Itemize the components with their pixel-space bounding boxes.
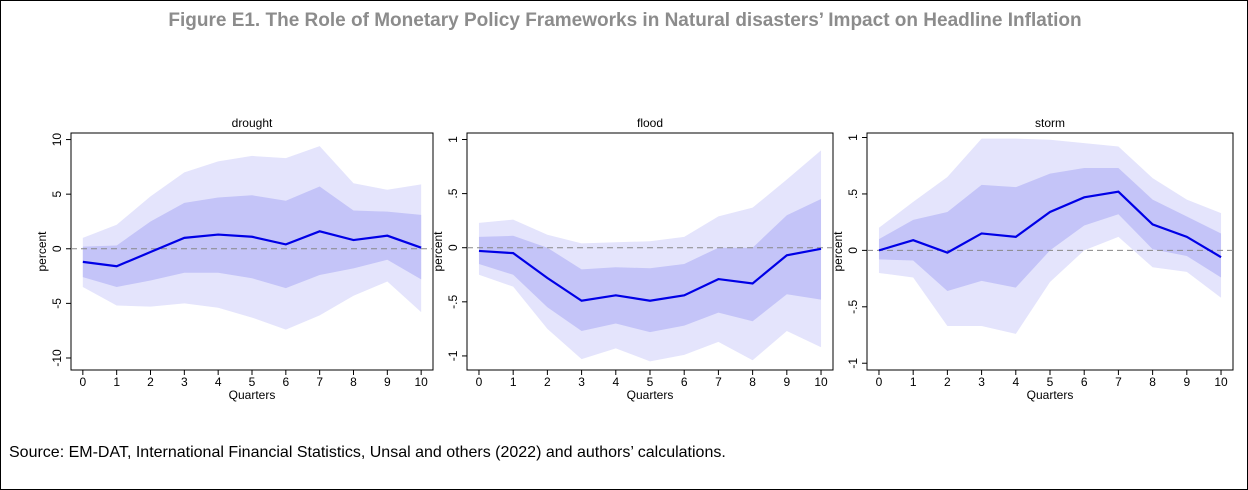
x-tick-label: 4 — [612, 375, 619, 389]
x-tick-label: 1 — [113, 375, 120, 389]
figure-title: Figure E1. The Role of Monetary Policy F… — [168, 10, 1082, 31]
y-tick-label: -5 — [50, 298, 64, 309]
x-tick-label: 6 — [1081, 375, 1088, 389]
x-tick-label: 10 — [1214, 375, 1228, 389]
estimate-line — [478, 247, 822, 302]
x-tick-label: 6 — [282, 375, 289, 389]
y-tick-label: .5 — [446, 188, 460, 198]
x-tick-label: 10 — [414, 375, 428, 389]
estimate-line — [82, 230, 422, 268]
y-tick-label: 0 — [846, 247, 860, 254]
x-axis-label: Quarters — [627, 388, 674, 402]
y-tick-label: 0 — [446, 244, 460, 251]
y-tick-label: -10 — [50, 349, 64, 367]
y-tick-label: -.5 — [446, 294, 460, 308]
x-tick-label: 3 — [181, 375, 188, 389]
y-tick-label: -1 — [446, 350, 460, 361]
x-tick-label: 9 — [1183, 375, 1190, 389]
x-tick-label: 2 — [544, 375, 551, 389]
panel-title: flood — [637, 116, 663, 130]
y-tick-label: 1 — [446, 136, 460, 143]
x-tick-label: 2 — [944, 375, 951, 389]
x-tick-label: 10 — [814, 375, 828, 389]
x-tick-label: 5 — [647, 375, 654, 389]
estimate-line — [878, 190, 1222, 259]
x-axis-label: Quarters — [1027, 388, 1074, 402]
confidence-band — [878, 167, 1222, 291]
source-note: Source: EM-DAT, International Financial … — [9, 444, 726, 461]
x-tick-label: 7 — [316, 375, 323, 389]
x-tick-label: 7 — [1115, 375, 1122, 389]
x-axis-label: Quarters — [229, 388, 276, 402]
x-tick-label: 6 — [681, 375, 688, 389]
x-tick-label: 1 — [910, 375, 917, 389]
x-tick-label: 5 — [249, 375, 256, 389]
y-tick-label: 5 — [50, 191, 64, 198]
y-axis-label: percent — [35, 231, 49, 272]
x-tick-label: 8 — [749, 375, 756, 389]
y-tick-label: 0 — [50, 245, 64, 252]
y-tick-label: 1 — [846, 134, 860, 141]
x-tick-label: 8 — [1149, 375, 1156, 389]
x-tick-label: 1 — [510, 375, 517, 389]
confidence-band — [478, 199, 822, 333]
y-tick-label: -.5 — [846, 299, 860, 313]
x-tick-label: 7 — [715, 375, 722, 389]
x-tick-label: 2 — [147, 375, 154, 389]
x-tick-label: 0 — [476, 375, 483, 389]
x-tick-label: 4 — [1012, 375, 1019, 389]
y-axis-label: percent — [831, 231, 845, 272]
y-tick-label: .5 — [846, 189, 860, 199]
x-tick-label: 0 — [79, 375, 86, 389]
y-tick-label: -1 — [846, 358, 860, 369]
x-tick-label: 8 — [350, 375, 357, 389]
x-tick-label: 4 — [215, 375, 222, 389]
x-tick-label: 9 — [384, 375, 391, 389]
x-tick-label: 0 — [876, 375, 883, 389]
x-tick-label: 5 — [1047, 375, 1054, 389]
panel-title: drought — [232, 116, 273, 130]
x-tick-label: 3 — [978, 375, 985, 389]
x-tick-label: 9 — [783, 375, 790, 389]
y-axis-label: percent — [431, 231, 445, 272]
y-tick-label: 10 — [50, 133, 64, 147]
x-tick-label: 3 — [578, 375, 585, 389]
panel-title: storm — [1035, 116, 1065, 130]
